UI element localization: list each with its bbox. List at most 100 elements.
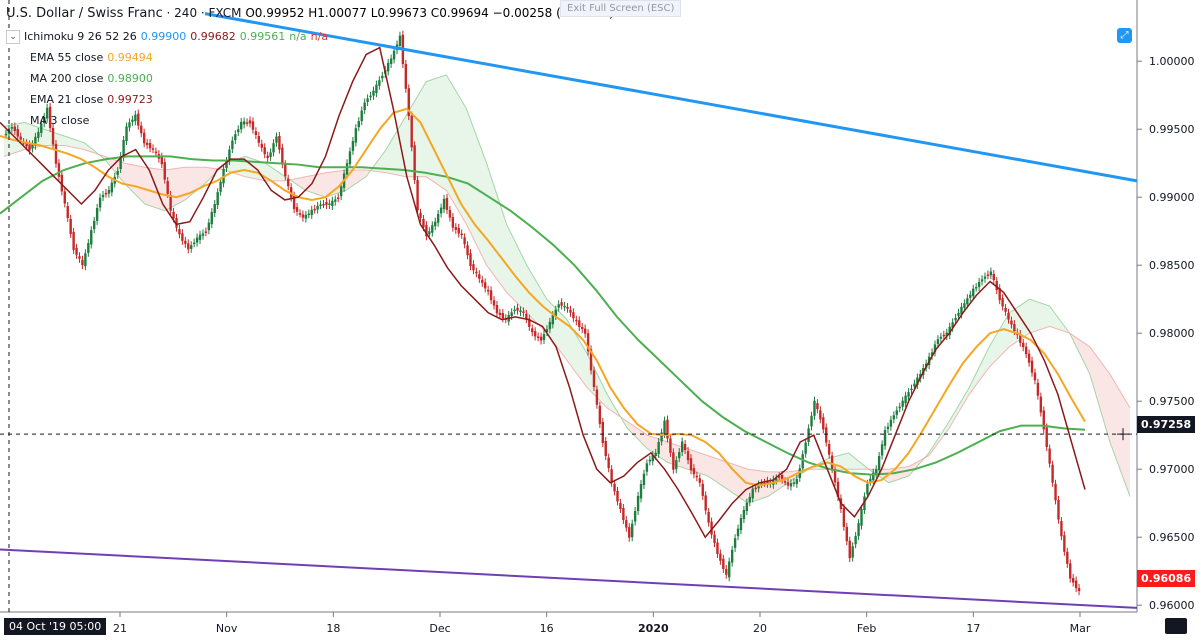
candle-body <box>40 123 43 133</box>
candle-body <box>166 181 169 194</box>
candle-body <box>639 484 643 499</box>
candle-body <box>219 181 222 192</box>
ichimoku-cloud-segment <box>687 448 708 476</box>
candle-body <box>716 542 719 555</box>
candle-body <box>104 192 108 195</box>
candle-body <box>983 276 987 279</box>
candle-body <box>360 110 363 122</box>
candle-body <box>216 192 219 205</box>
candle-body <box>566 306 569 309</box>
candle-body <box>542 334 546 340</box>
candle-body <box>295 207 299 212</box>
candle-body <box>822 417 825 430</box>
candle-body <box>545 329 549 333</box>
candle-body <box>184 240 187 244</box>
candle-body <box>319 204 322 206</box>
candle-body <box>933 344 937 353</box>
candle-body <box>57 163 61 177</box>
y-tick-label: 0.98500 <box>1149 259 1195 272</box>
candle-body <box>880 444 884 456</box>
candle-body <box>160 156 164 165</box>
ema21-line <box>0 46 1086 539</box>
candle-body <box>680 441 684 453</box>
candle-body <box>939 336 943 339</box>
candle-body <box>195 237 199 243</box>
candle-body <box>830 455 834 470</box>
candle-body <box>172 211 175 219</box>
candle-body <box>251 121 255 130</box>
candle-body <box>1042 410 1045 430</box>
candle-body <box>766 480 769 484</box>
candle-body <box>337 197 340 199</box>
candle-body <box>619 502 622 509</box>
candle-body <box>16 129 19 137</box>
x-tick-label: 21 <box>113 622 127 635</box>
candle-body <box>242 121 246 125</box>
candle-body <box>419 212 422 218</box>
candle-body <box>45 107 49 119</box>
candle-body <box>78 256 81 259</box>
trendline-lower <box>0 548 1138 609</box>
candle-body <box>72 231 75 250</box>
candle-body <box>598 405 602 424</box>
candle-body <box>827 444 831 455</box>
candle-body <box>316 205 319 210</box>
candle-body <box>789 483 793 487</box>
candle-body <box>122 139 125 158</box>
candle-body <box>633 511 637 522</box>
candle-body <box>739 518 743 531</box>
candle-body <box>786 482 790 486</box>
camera-icon[interactable] <box>1165 618 1187 634</box>
indicator-value: 0.98900 <box>107 72 153 85</box>
candle-body <box>992 274 996 281</box>
candle-body <box>536 336 540 338</box>
indicator-legend-1[interactable]: EMA 55 close 0.99494 <box>30 51 153 64</box>
candle-body <box>842 508 846 527</box>
candle-body <box>751 488 754 499</box>
candle-body <box>995 281 998 291</box>
expand-icon[interactable]: ⤢ <box>1117 28 1132 43</box>
candle-body <box>589 349 593 371</box>
x-tick-label: 20 <box>753 622 767 635</box>
indicator-legend-2[interactable]: MA 200 close 0.98900 <box>30 72 153 85</box>
indicator-legend-0[interactable]: Ichimoku 9 26 52 26 0.99900 0.99682 0.99561… <box>24 30 328 43</box>
candle-body <box>889 419 893 427</box>
candle-body <box>1013 324 1016 331</box>
crosshair-price-label: 0.97258 <box>1137 416 1195 433</box>
candle-body <box>84 253 87 267</box>
candle-body <box>1030 360 1034 373</box>
candle-body <box>19 136 22 140</box>
candle-body <box>445 197 449 210</box>
candle-body <box>239 121 243 130</box>
ichimoku-cloud-segment <box>707 455 728 490</box>
candle-body <box>760 483 763 485</box>
indicator-value: 0.99723 <box>107 93 153 106</box>
exit-fullscreen-button[interactable]: Exit Full Screen (ESC) <box>560 0 682 17</box>
candle-body <box>34 136 37 146</box>
candle-body <box>210 212 213 225</box>
chart-header: U.S. Dollar / Swiss Franc · 240 · FXCM O… <box>6 6 614 21</box>
ichimoku-cloud-segment <box>506 224 527 313</box>
candle-body <box>272 143 275 153</box>
candle-body <box>698 478 702 483</box>
indicator-value: n/a <box>289 30 307 43</box>
candle-body <box>475 271 478 274</box>
candle-body <box>869 478 872 482</box>
candle-body <box>916 377 919 386</box>
indicator-legend-4[interactable]: MA 3 close <box>30 114 89 127</box>
indicator-legend-3[interactable]: EMA 21 close 0.99723 <box>30 93 153 106</box>
candle-body <box>466 245 469 256</box>
candle-body <box>516 307 519 311</box>
candle-body <box>719 553 722 561</box>
candle-body <box>213 204 216 214</box>
indicator-label: EMA 55 close <box>30 51 104 64</box>
candle-body <box>392 50 396 60</box>
candle-body <box>1027 353 1031 363</box>
candle-body <box>1001 298 1004 307</box>
chevron-icon[interactable]: ⌄ <box>6 30 20 44</box>
x-tick-label: Nov <box>216 622 238 635</box>
candle-body <box>980 279 984 282</box>
candle-body <box>151 148 155 150</box>
indicator-label: MA 200 close <box>30 72 104 85</box>
